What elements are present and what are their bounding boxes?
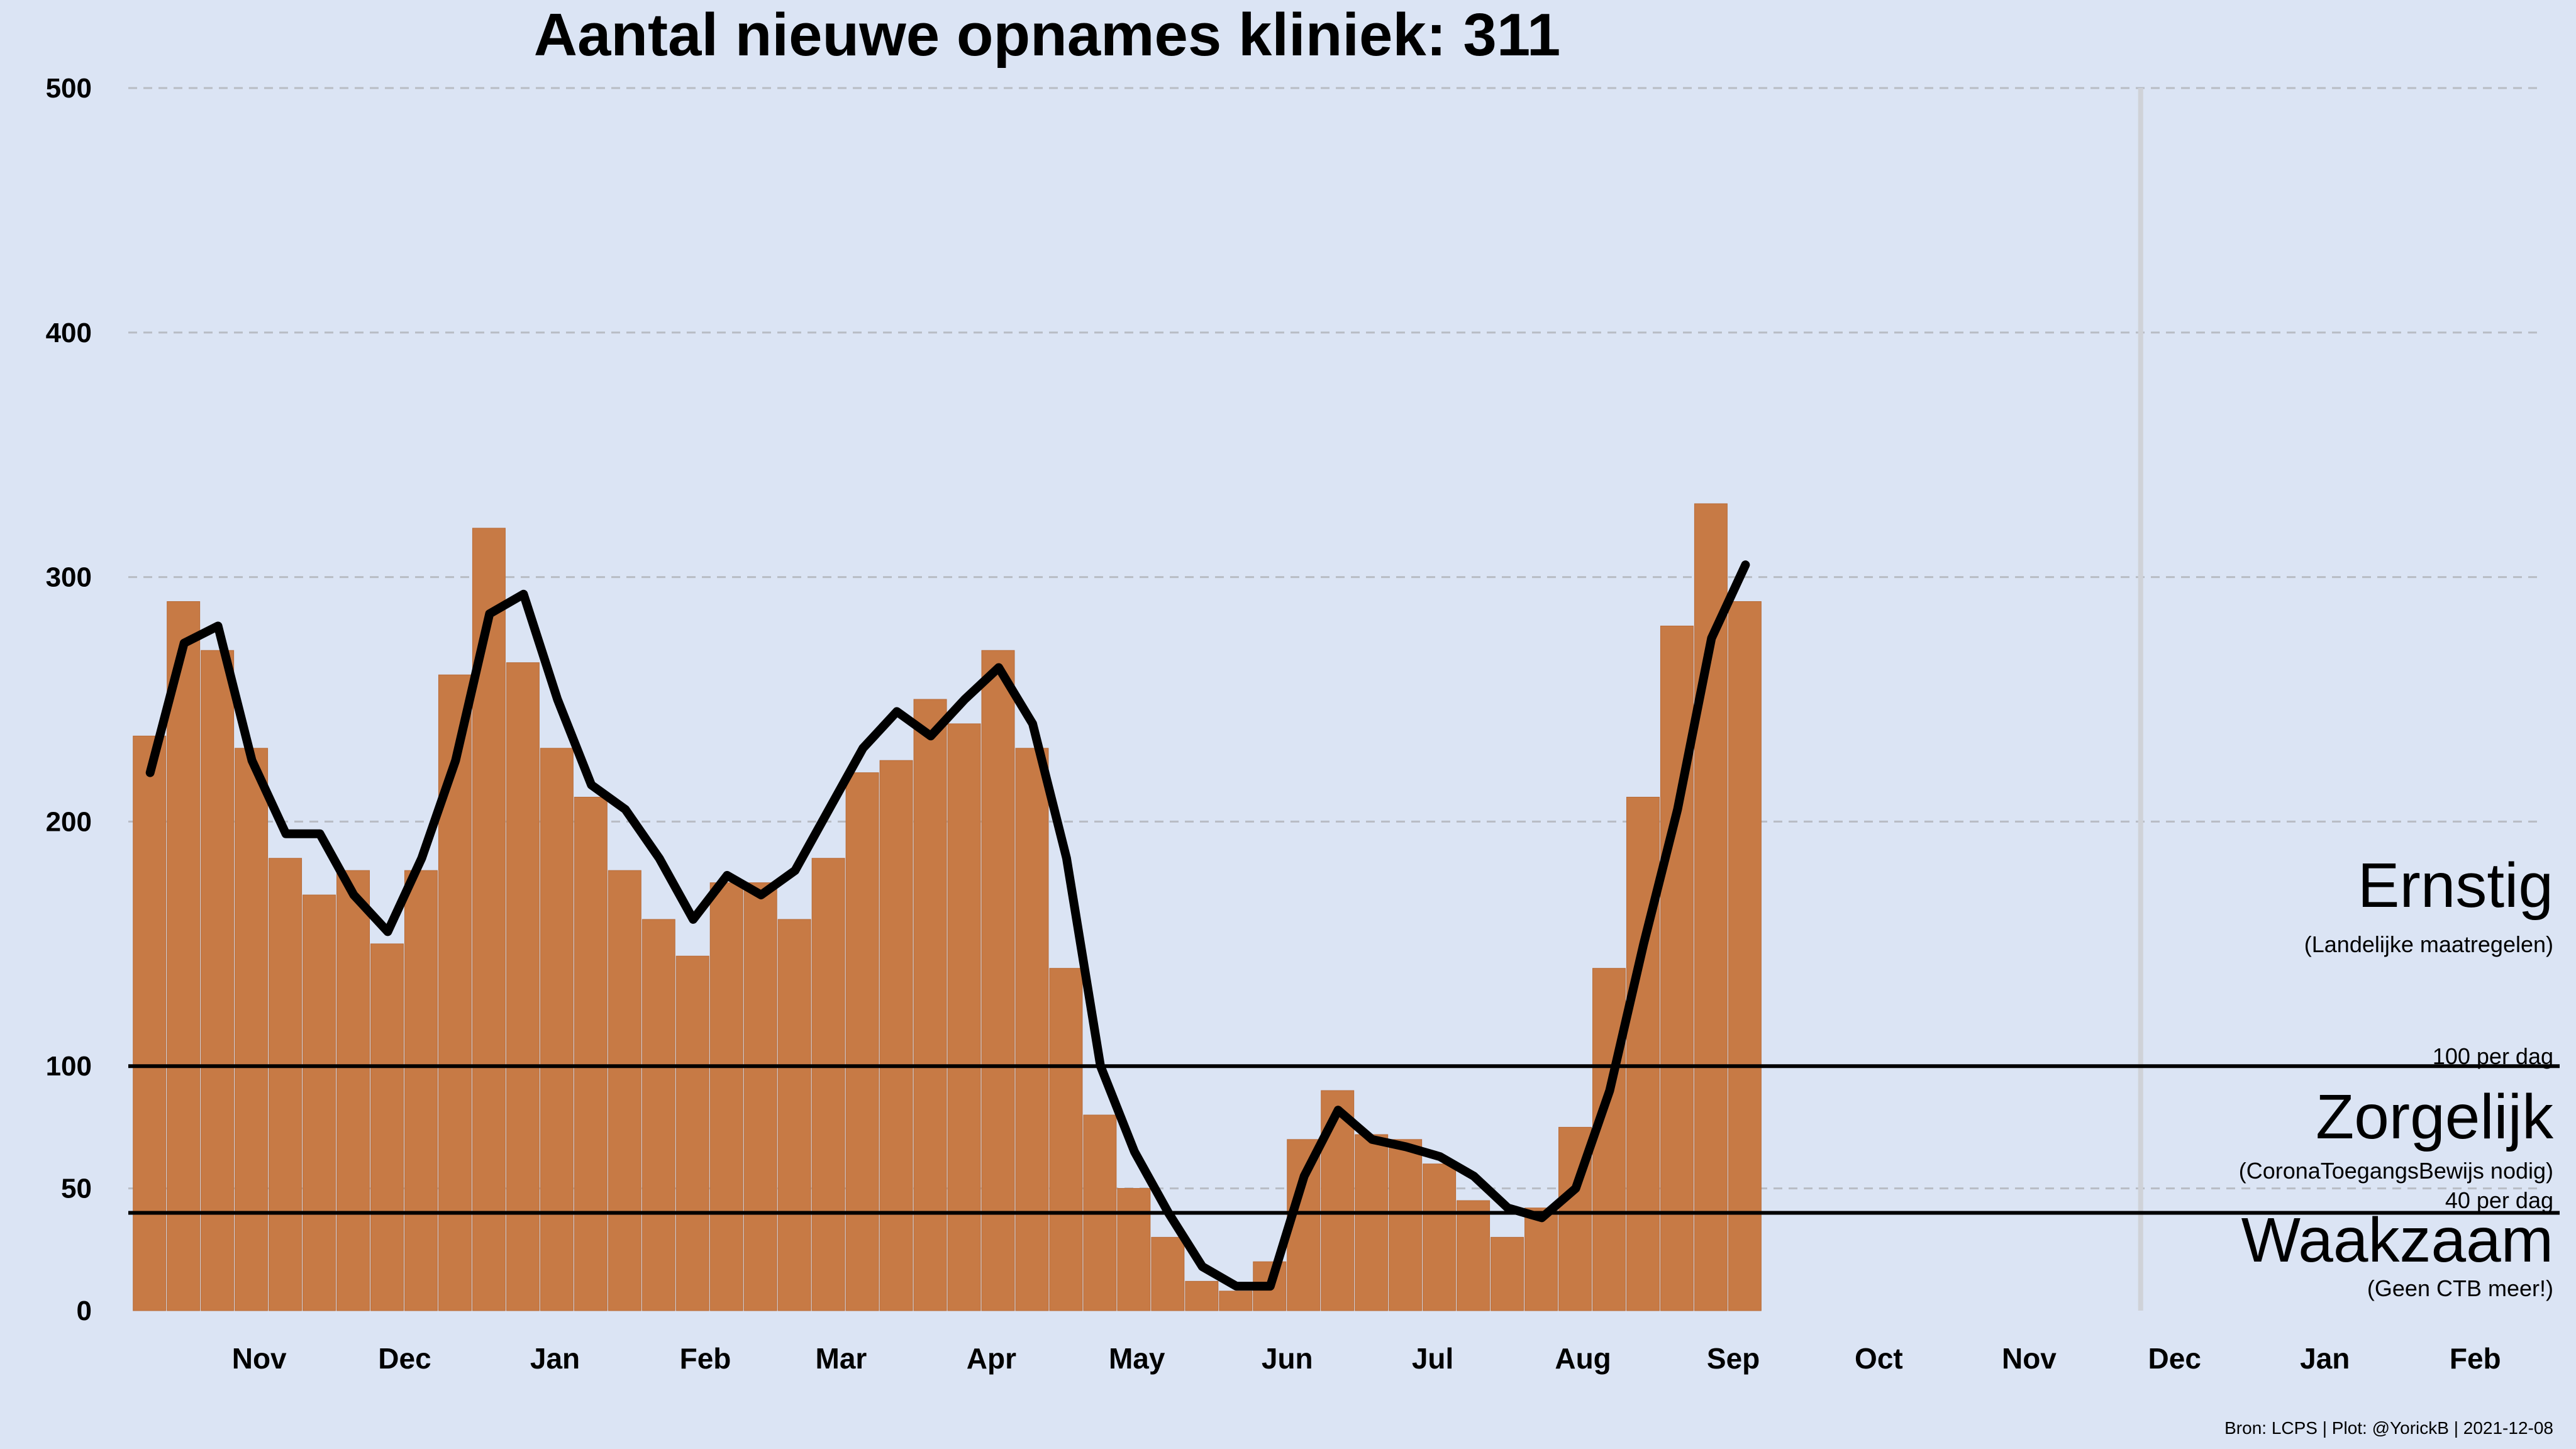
bar bbox=[235, 748, 269, 1311]
bar bbox=[777, 919, 811, 1311]
x-tick-label: Feb bbox=[2450, 1342, 2501, 1375]
bar bbox=[370, 943, 404, 1311]
moving-average-line bbox=[145, 560, 1750, 1291]
y-tick-label: 0 bbox=[77, 1296, 92, 1326]
x-tick-label: Oct bbox=[1855, 1342, 1903, 1375]
x-tick-label: Jul bbox=[1412, 1342, 1453, 1375]
bar bbox=[269, 858, 303, 1311]
y-tick-label: 50 bbox=[61, 1174, 92, 1204]
bar bbox=[1592, 968, 1626, 1311]
bar bbox=[1015, 748, 1049, 1311]
bar bbox=[1626, 797, 1660, 1311]
zone-waakzaam-title: Waakzaam bbox=[2241, 1205, 2553, 1275]
bar bbox=[811, 858, 845, 1311]
threshold-lines bbox=[128, 1064, 2560, 1215]
threshold-40-label: 40 per dag bbox=[2445, 1187, 2553, 1213]
bar bbox=[404, 870, 438, 1311]
bar bbox=[1389, 1139, 1423, 1311]
x-tick-label: Mar bbox=[816, 1342, 867, 1375]
bar bbox=[675, 955, 709, 1311]
bar bbox=[709, 882, 743, 1311]
x-tick-label: Jan bbox=[2300, 1342, 2350, 1375]
chart-title: Aantal nieuwe opnames kliniek: 311 bbox=[534, 1, 1561, 69]
x-tick-label: Jan bbox=[530, 1342, 580, 1375]
bar bbox=[1660, 625, 1694, 1311]
bar bbox=[472, 528, 506, 1311]
bar bbox=[947, 723, 981, 1311]
x-tick-label: Sep bbox=[1707, 1342, 1760, 1375]
bar bbox=[1524, 1208, 1558, 1311]
bar bbox=[574, 797, 608, 1311]
average-line bbox=[145, 560, 1750, 1291]
bar bbox=[506, 662, 540, 1311]
x-tick-label: Aug bbox=[1555, 1342, 1611, 1375]
zone-zorgelijk-title: Zorgelijk bbox=[2316, 1082, 2554, 1152]
bar bbox=[1185, 1280, 1219, 1311]
zone-ernstig-subtitle: (Landelijke maatregelen) bbox=[2304, 931, 2553, 957]
bar bbox=[1423, 1163, 1457, 1311]
y-axis-ticks: 0 50 100 200 300 400 500 bbox=[46, 73, 92, 1326]
bar bbox=[1049, 968, 1083, 1311]
bar bbox=[1117, 1188, 1151, 1311]
bar bbox=[540, 748, 574, 1311]
source-credit: Bron: LCPS | Plot: @YorickB | 2021-12-08 bbox=[2224, 1418, 2553, 1438]
x-tick-label: Nov bbox=[232, 1342, 287, 1375]
bar bbox=[913, 699, 947, 1311]
bars bbox=[133, 503, 1762, 1311]
x-axis-ticks: Nov Dec Jan Feb Mar Apr May Jun Jul Aug Sep Oct Nov D… bbox=[232, 1342, 2501, 1375]
bar bbox=[879, 760, 913, 1311]
bar bbox=[303, 894, 336, 1311]
x-tick-label: Dec bbox=[2148, 1342, 2201, 1375]
bar bbox=[845, 772, 879, 1311]
bar bbox=[201, 650, 235, 1311]
bar bbox=[641, 919, 675, 1311]
bar bbox=[1728, 601, 1762, 1311]
y-tick-label: 200 bbox=[46, 806, 92, 837]
bar bbox=[743, 882, 777, 1311]
bar bbox=[133, 735, 167, 1311]
threshold-100-label: 100 per dag bbox=[2433, 1043, 2553, 1069]
bar bbox=[1151, 1236, 1185, 1311]
bar bbox=[336, 870, 370, 1311]
x-tick-label: Apr bbox=[967, 1342, 1016, 1375]
bar bbox=[167, 601, 201, 1311]
y-tick-label: 300 bbox=[46, 562, 92, 593]
bar bbox=[1457, 1200, 1491, 1311]
bar bbox=[1491, 1236, 1524, 1311]
zone-waakzaam-subtitle: (Geen CTB meer!) bbox=[2367, 1275, 2553, 1301]
x-tick-label: May bbox=[1109, 1342, 1165, 1375]
x-tick-label: Jun bbox=[1262, 1342, 1313, 1375]
zone-ernstig-title: Ernstig bbox=[2358, 850, 2553, 921]
bar bbox=[981, 650, 1015, 1311]
bar bbox=[608, 870, 641, 1311]
y-tick-label: 400 bbox=[46, 318, 92, 348]
y-tick-label: 100 bbox=[46, 1051, 92, 1082]
y-tick-label: 500 bbox=[46, 73, 92, 104]
x-tick-label: Dec bbox=[378, 1342, 431, 1375]
zone-zorgelijk-subtitle: (CoronaToegangsBewijs nodig) bbox=[2239, 1158, 2553, 1184]
x-tick-label: Nov bbox=[2002, 1342, 2057, 1375]
bar bbox=[1355, 1134, 1389, 1311]
x-tick-label: Feb bbox=[680, 1342, 731, 1375]
bar bbox=[1219, 1291, 1253, 1311]
